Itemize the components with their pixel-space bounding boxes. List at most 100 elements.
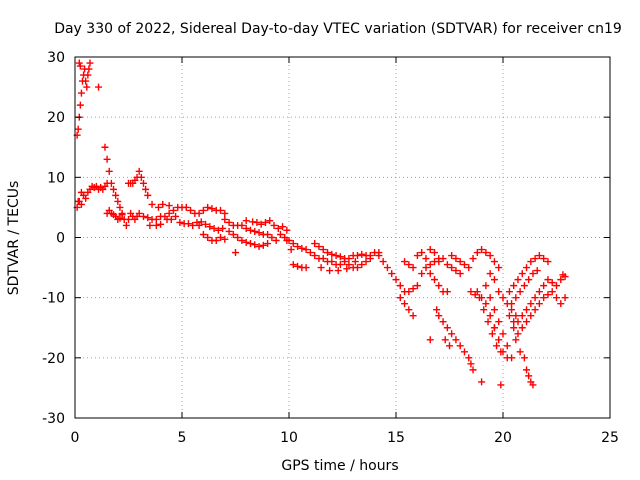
data-point [482, 300, 490, 308]
data-point [486, 252, 494, 260]
data-point [505, 288, 513, 296]
data-point [544, 276, 552, 284]
data-point [520, 282, 528, 290]
data-point [246, 240, 254, 248]
data-point [413, 282, 421, 290]
data-point [298, 244, 306, 252]
data-point [246, 226, 254, 234]
data-point [460, 261, 468, 269]
data-point [302, 246, 310, 254]
series-early-spike [73, 59, 103, 139]
data-point [540, 294, 548, 302]
data-point [426, 261, 434, 269]
data-point [351, 258, 359, 266]
data-point [452, 336, 460, 344]
data-point [523, 306, 531, 314]
data-point [456, 270, 464, 278]
data-point [557, 300, 565, 308]
data-point [396, 282, 404, 290]
data-point [116, 214, 124, 222]
data-point [341, 255, 349, 263]
chart-title: Day 330 of 2022, Sidereal Day-to-day VTE… [54, 21, 622, 37]
data-point [184, 220, 192, 228]
data-point [264, 240, 272, 248]
data-point [531, 255, 539, 263]
data-point [443, 324, 451, 332]
data-point [152, 221, 160, 229]
data-point [139, 179, 147, 187]
data-point [527, 258, 535, 266]
data-point [523, 366, 531, 374]
data-point [480, 306, 488, 314]
data-point [105, 167, 113, 175]
data-point [514, 276, 522, 284]
data-point [392, 276, 400, 284]
data-point [326, 267, 334, 275]
data-point [139, 212, 147, 220]
data-point [317, 264, 325, 272]
data-point [471, 291, 479, 299]
data-point [202, 220, 210, 228]
data-point [353, 252, 361, 260]
data-point [294, 262, 302, 270]
data-point [535, 252, 543, 260]
data-point [225, 227, 233, 235]
series-band-10-14h [276, 230, 383, 275]
data-point [478, 378, 486, 386]
data-point [154, 203, 162, 211]
data-point [204, 203, 212, 211]
data-point [249, 218, 257, 226]
y-axis-label: SDTVAR / TECUs [6, 181, 22, 296]
data-point [144, 191, 152, 199]
data-point [527, 312, 535, 320]
data-point [516, 288, 524, 296]
data-point [279, 223, 287, 231]
data-point [289, 240, 297, 248]
data-point [448, 330, 456, 338]
data-point [516, 348, 524, 356]
data-point [553, 282, 560, 290]
data-point [103, 155, 111, 163]
data-point [456, 258, 464, 266]
data-point [169, 206, 177, 214]
data-point [76, 101, 84, 109]
data-point [396, 294, 404, 302]
data-point [435, 258, 443, 266]
data-point [540, 255, 548, 263]
data-point [110, 185, 118, 193]
data-point [561, 294, 569, 302]
series-arc-1-3h [99, 143, 152, 229]
data-point [527, 300, 535, 308]
data-point [422, 264, 430, 272]
data-point [221, 215, 229, 223]
data-point [435, 282, 443, 290]
data-point [251, 241, 259, 249]
data-point [167, 215, 175, 223]
series-band-3-7h [139, 200, 229, 245]
data-point [525, 276, 533, 284]
data-point [199, 206, 207, 214]
data-point [182, 203, 190, 211]
data-point [319, 246, 327, 254]
data-point [336, 253, 344, 261]
data-point [495, 336, 503, 344]
data-point [255, 229, 263, 237]
data-point [212, 237, 220, 245]
data-point [204, 234, 212, 241]
data-point [264, 230, 272, 238]
data-point [219, 224, 227, 232]
data-point [289, 261, 297, 269]
data-point [426, 246, 434, 254]
data-point [334, 267, 342, 275]
data-point [125, 215, 132, 223]
data-point [490, 276, 498, 284]
series-band-17-20h [441, 246, 520, 389]
data-point [508, 354, 516, 362]
data-point [518, 324, 526, 332]
data-point [135, 209, 143, 217]
data-point [103, 179, 111, 187]
data-point [422, 255, 430, 263]
y-tick-label: 20 [47, 110, 65, 126]
data-point [443, 261, 451, 269]
